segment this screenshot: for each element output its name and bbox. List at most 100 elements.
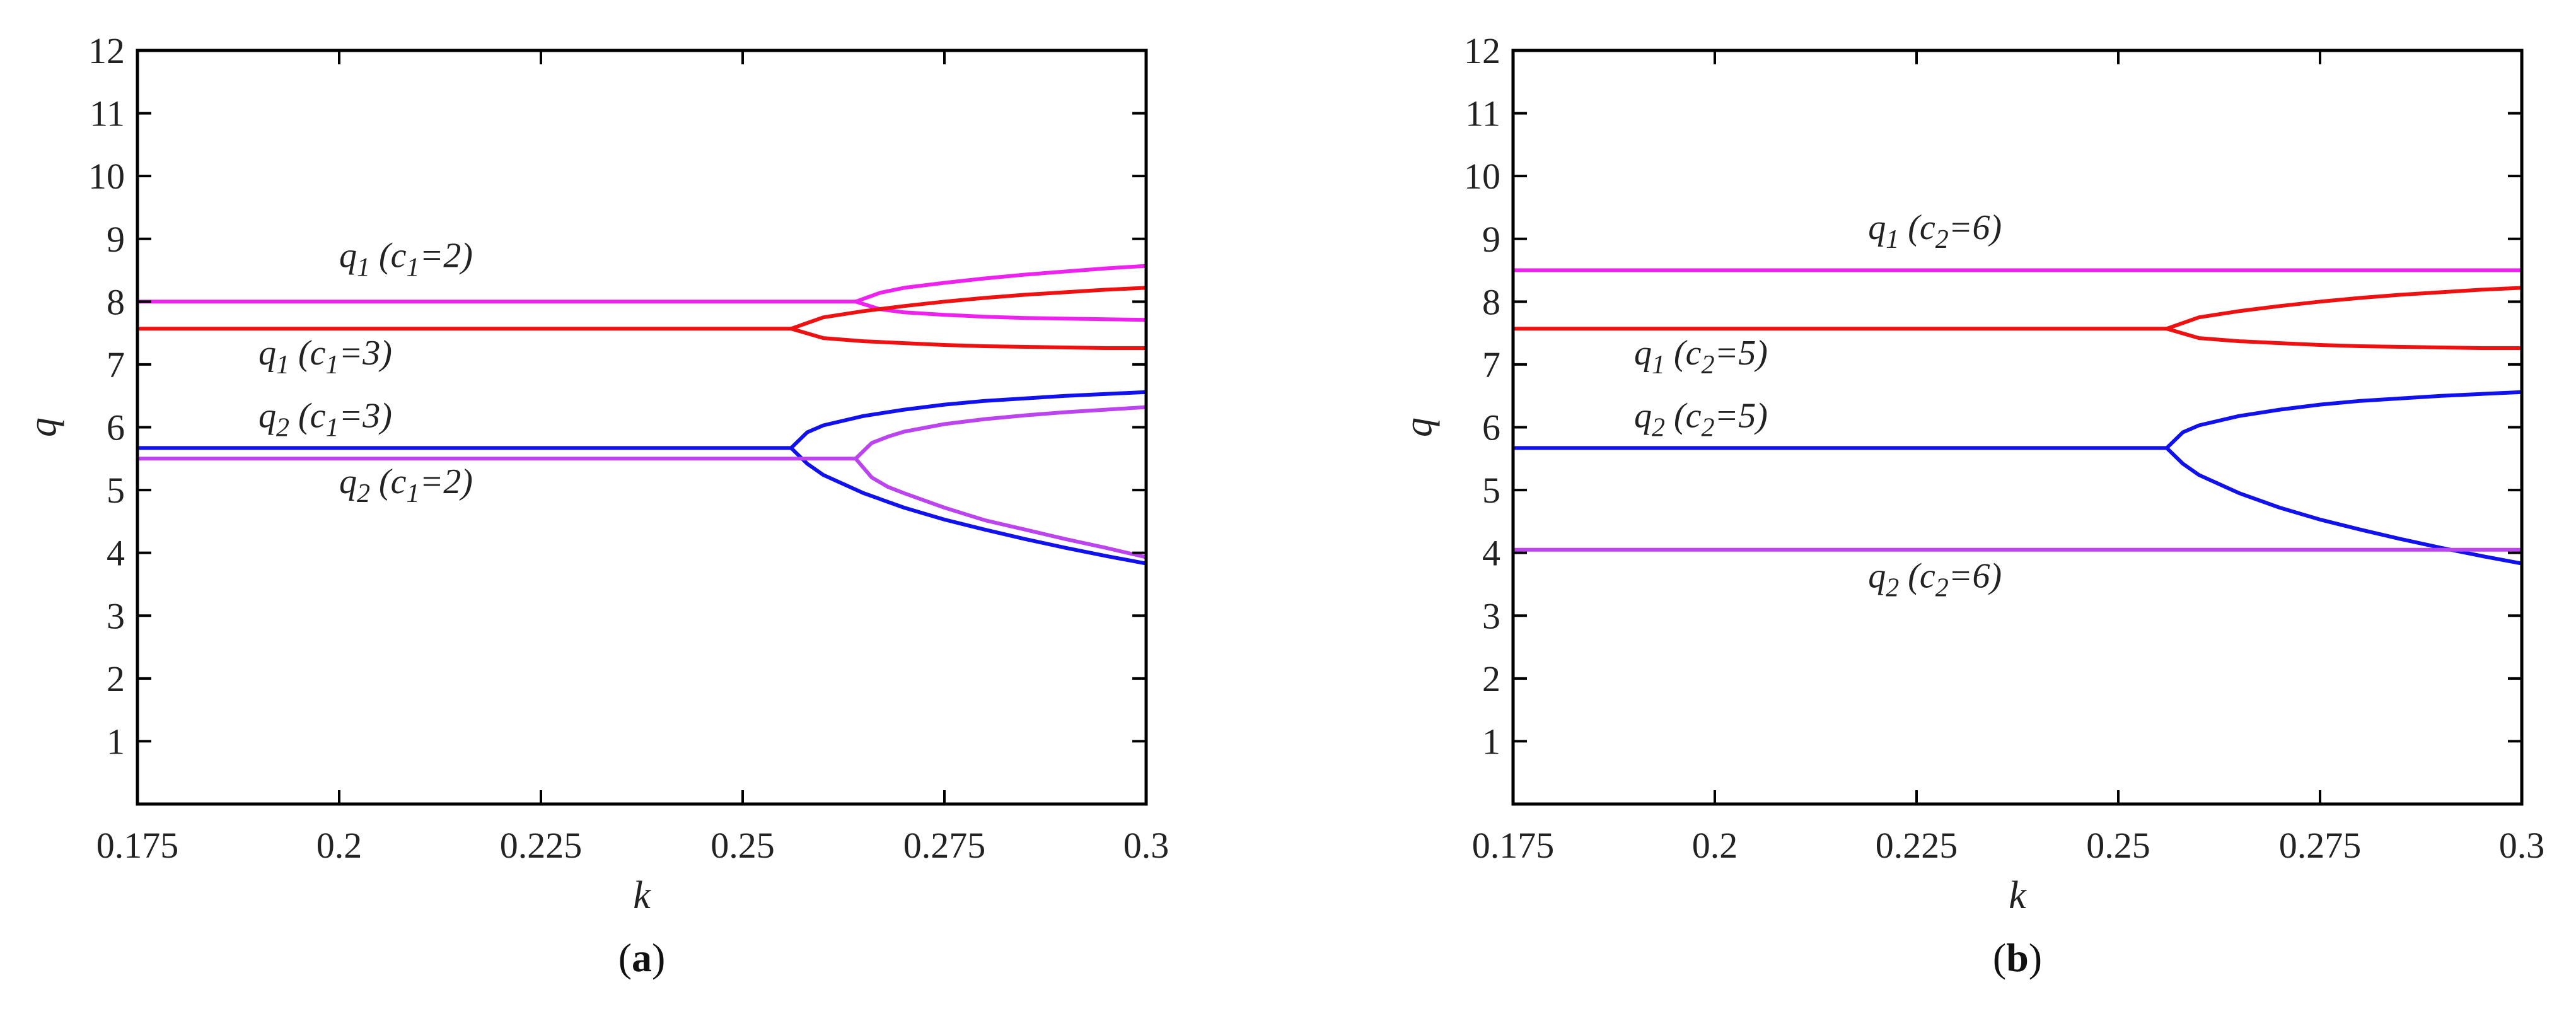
x-tick-label: 0.275 <box>2279 825 2362 866</box>
y-tick-label: 9 <box>107 219 125 260</box>
annotation-c: c <box>391 462 407 501</box>
annotation-qsub: 1 <box>1886 225 1899 254</box>
annotation-open: ( <box>370 462 393 501</box>
series-line <box>2164 446 2522 566</box>
annotation-q: q <box>258 397 276 436</box>
annotation-csub: 2 <box>1935 573 1949 602</box>
y-tick-label: 7 <box>107 344 125 385</box>
series-line <box>2164 327 2522 350</box>
series-annotation: q2 (c1=3) <box>258 397 392 443</box>
annotation-open: ( <box>370 236 393 276</box>
annotation-qsub: 1 <box>276 351 289 380</box>
annotation-eq: =6) <box>1949 208 2002 247</box>
y-tick-label: 8 <box>107 281 125 322</box>
y-tick-label: 2 <box>107 658 125 699</box>
annotation-q: q <box>258 334 276 373</box>
series-annotation: q1 (c2=6) <box>1868 208 2002 254</box>
panel-label-letter: b <box>2006 935 2029 980</box>
panel-label: (a) <box>618 935 666 980</box>
series-line <box>2164 286 2522 331</box>
x-tick-label: 0.175 <box>1472 825 1555 866</box>
y-tick-label: 5 <box>1482 470 1500 511</box>
annotation-q: q <box>1634 397 1652 436</box>
annotation-c: c <box>310 397 326 436</box>
annotation-qsub: 1 <box>1652 351 1665 380</box>
y-tick-label: 1 <box>1482 721 1500 762</box>
x-tick-label: 0.175 <box>96 825 179 866</box>
panel-label-open: ( <box>618 935 632 980</box>
x-axis-label: k <box>2009 874 2027 917</box>
annotation-eq: =3) <box>339 397 392 436</box>
x-tick-label: 0.225 <box>500 825 583 866</box>
annotation-csub: 2 <box>1702 414 1715 443</box>
series-line <box>789 286 1146 331</box>
annotation-open: ( <box>1899 208 1922 247</box>
y-tick-label: 2 <box>1482 658 1500 699</box>
y-tick-label: 12 <box>88 30 125 71</box>
series-group <box>1513 268 2522 566</box>
x-tick-label: 0.25 <box>711 825 775 866</box>
x-tick-label: 0.3 <box>2499 825 2545 866</box>
annotation-open: ( <box>289 397 312 436</box>
annotation-eq: =3) <box>339 334 392 373</box>
series-annotation: q2 (c1=2) <box>339 462 473 508</box>
y-tick-label: 11 <box>1465 93 1500 134</box>
y-tick-label: 6 <box>107 407 125 448</box>
panel-label-letter: a <box>632 935 652 980</box>
y-tick-label: 12 <box>1464 30 1500 71</box>
series-line <box>789 390 1146 450</box>
series-annotation: q2 (c2=5) <box>1634 397 1768 443</box>
y-tick-label: 10 <box>1464 156 1500 197</box>
annotation-eq: =5) <box>1715 397 1768 436</box>
panel-label-close: ) <box>652 935 665 980</box>
x-tick-label: 0.2 <box>1692 825 1738 866</box>
y-tick-label: 5 <box>107 470 125 511</box>
annotation-open: ( <box>289 334 312 373</box>
x-tick-label: 0.3 <box>1123 825 1169 866</box>
y-tick-label: 7 <box>1482 344 1500 385</box>
x-tick-label: 0.25 <box>2086 825 2150 866</box>
annotation-eq: =2) <box>420 236 473 276</box>
series-line <box>789 327 1146 350</box>
annotation-c: c <box>1920 556 1935 595</box>
annotation-qsub: 2 <box>1652 414 1665 443</box>
y-tick-label: 9 <box>1482 219 1500 260</box>
y-tick-label: 8 <box>1482 281 1500 322</box>
y-tick-label: 4 <box>107 533 125 574</box>
x-tick-label: 0.2 <box>316 825 363 866</box>
annotation-c: c <box>1920 208 1935 247</box>
y-tick-label: 10 <box>88 156 125 197</box>
series-group <box>137 264 1146 566</box>
panel-label: (b) <box>1993 935 2042 980</box>
annotation-qsub: 2 <box>1886 573 1899 602</box>
annotation-qsub: 2 <box>357 479 370 508</box>
series-line <box>854 264 1146 304</box>
annotation-q: q <box>1868 556 1886 595</box>
y-tick-label: 4 <box>1482 533 1500 574</box>
annotation-csub: 2 <box>1935 225 1949 254</box>
x-tick-label: 0.275 <box>903 825 986 866</box>
annotation-q: q <box>1634 334 1652 373</box>
annotation-csub: 2 <box>1702 351 1715 380</box>
annotation-csub: 1 <box>407 254 420 283</box>
series-line <box>854 300 1146 322</box>
annotation-open: ( <box>1665 397 1688 436</box>
annotation-c: c <box>1686 397 1702 436</box>
annotation-c: c <box>391 236 407 276</box>
annotation-qsub: 2 <box>276 414 289 443</box>
series-line <box>2164 390 2522 450</box>
annotation-qsub: 1 <box>357 254 370 283</box>
y-tick-label: 3 <box>1482 595 1500 636</box>
series-line <box>854 457 1146 559</box>
annotation-eq: =6) <box>1949 556 2002 595</box>
y-tick-label: 11 <box>90 93 125 134</box>
annotation-csub: 1 <box>407 479 420 508</box>
annotation-c: c <box>310 334 326 373</box>
y-tick-label: 3 <box>107 595 125 636</box>
annotation-csub: 1 <box>326 414 339 443</box>
annotation-q: q <box>1868 208 1886 247</box>
y-axis-label: q <box>1397 417 1440 437</box>
annotation-open: ( <box>1665 334 1688 373</box>
